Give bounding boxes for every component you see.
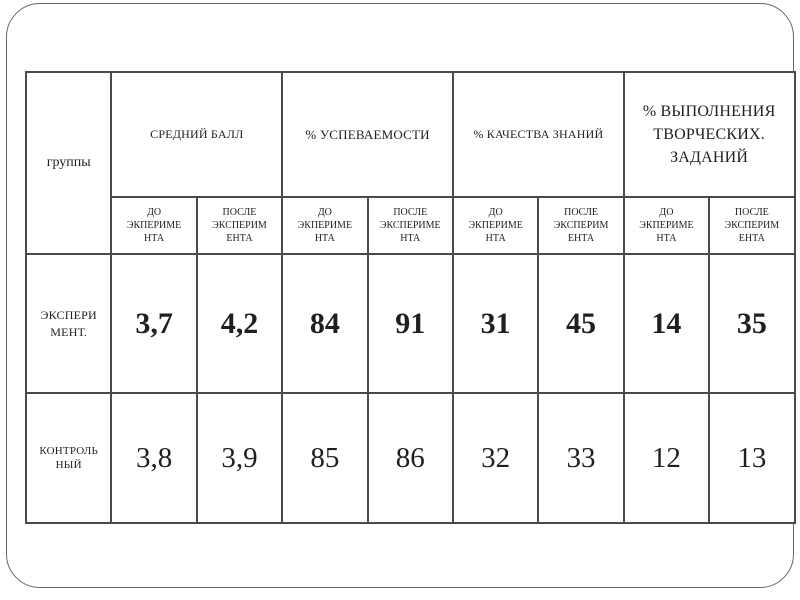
col-header-groups: группы [24,71,113,255]
sub-header-before-quality: ДО ЭКПЕРИМЕ НТА [451,196,540,255]
sub-header-before-performance: ДО ЭКПЕРИМЕ НТА [281,196,369,255]
cell-exp-average-after: 4,2 [195,253,284,394]
cell-ctl-creative-after: 13 [708,392,796,524]
header-sub-row: ДО ЭКПЕРИМЕ НТА ПОСЛЕ ЭКСПЕРИМ ЕНТА ДО Э… [26,196,796,255]
sub-header-after-creative: ПОСЛЕ ЭКСПЕРИМ ЕНТА [708,196,796,255]
cell-exp-performance-before: 84 [281,253,369,394]
cell-exp-creative-before: 14 [622,253,711,394]
col-group-knowledge-quality-percent: % КАЧЕСТВА ЗНАНИЙ [451,71,625,198]
sub-header-after-quality: ПОСЛЕ ЭКСПЕРИМ ЕНТА [537,196,625,255]
cell-exp-performance-after: 91 [366,253,454,394]
cell-ctl-creative-before: 12 [622,392,711,524]
cell-exp-creative-after: 35 [708,253,796,394]
cell-ctl-average-after: 3,9 [195,392,284,524]
col-group-performance-percent: % УСПЕВАЕМОСТИ [281,71,454,198]
sub-header-after-average: ПОСЛЕ ЭКСПЕРИМ ЕНТА [195,196,284,255]
col-group-average-score: СРЕДНИЙ БАЛЛ [110,71,284,198]
cell-ctl-quality-after: 33 [537,392,625,524]
slide-frame: группы СРЕДНИЙ БАЛЛ % УСПЕВАЕМОСТИ % КАЧ… [6,3,796,588]
cell-ctl-quality-before: 32 [451,392,540,524]
header-group-row: группы СРЕДНИЙ БАЛЛ % УСПЕВАЕМОСТИ % КАЧ… [24,71,796,255]
row-label-experimental: ЭКСПЕРИ МЕНТ. [24,253,113,394]
cell-ctl-average-before: 3,8 [110,392,198,524]
cell-ctl-performance-before: 85 [281,392,369,524]
cell-exp-average-before: 3,7 [110,253,198,394]
sub-header-after-performance: ПОСЛЕ ЭКСПЕРИМЕ НТА [366,196,454,255]
table-row-control: КОНТРОЛЬ НЫЙ 3,8 3,9 85 86 32 33 12 13 [24,392,796,524]
cell-exp-quality-before: 31 [451,253,540,394]
cell-exp-quality-after: 45 [537,253,625,394]
row-label-control: КОНТРОЛЬ НЫЙ [24,392,113,524]
col-group-creative-tasks-percent: % ВЫПОЛНЕНИЯ ТВОРЧЕСКИХ. ЗАДАНИЙ [622,71,796,198]
sub-header-before-creative: ДО ЭКПЕРИМЕ НТА [622,196,711,255]
sub-header-before-average: ДО ЭКПЕРИМЕ НТА [110,196,198,255]
table-row-experimental: ЭКСПЕРИ МЕНТ. 3,7 4,2 84 91 31 45 14 35 [24,253,796,394]
results-table: группы СРЕДНИЙ БАЛЛ % УСПЕВАЕМОСТИ % КАЧ… [24,71,796,524]
cell-ctl-performance-after: 86 [366,392,454,524]
